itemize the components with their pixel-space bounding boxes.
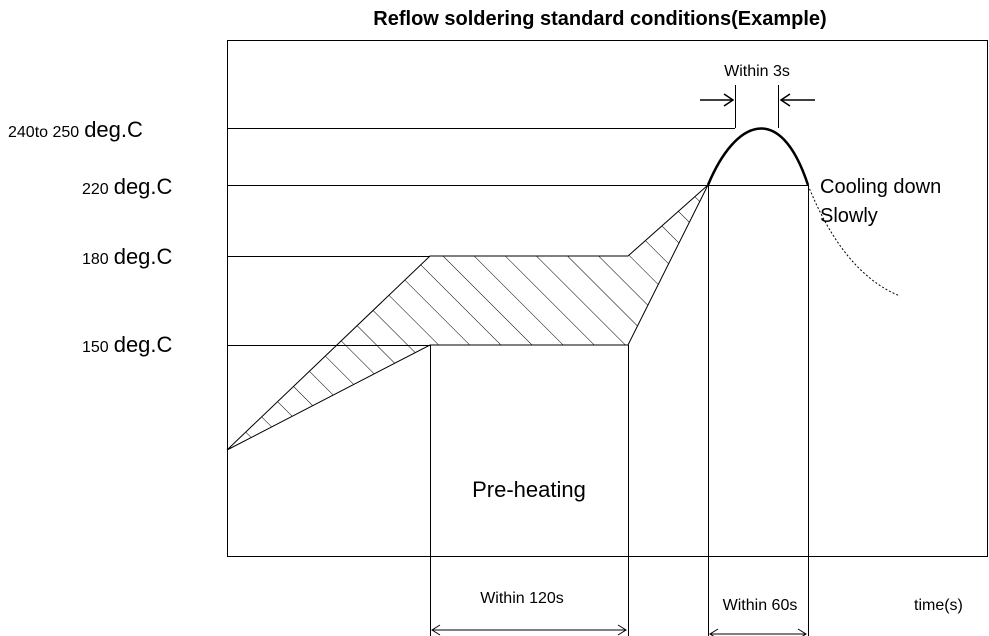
cooling-label: Cooling down	[820, 176, 941, 198]
cooling-label: Slowly	[820, 205, 878, 227]
peak-curve	[706, 127, 810, 186]
profile-upper	[226, 184, 709, 451]
frame	[227, 40, 988, 557]
reflow-time: Within 60s	[723, 597, 798, 614]
preheat-label: Pre-heating	[472, 477, 586, 502]
preheat-time: Within 120s	[480, 590, 564, 607]
cooling-curve	[807, 184, 901, 297]
temp-label: 150 deg.C	[82, 332, 173, 357]
peak-label: Within 3s	[724, 63, 790, 80]
arrows	[431, 93, 815, 636]
temp-label: 220 deg.C	[82, 174, 173, 199]
temp-label: 180 deg.C	[82, 244, 173, 269]
x-axis-label: time(s)	[914, 597, 963, 614]
temp-label: 240to 250 deg.C	[8, 117, 143, 142]
hatch	[227, 185, 708, 450]
profile-lower	[226, 184, 709, 451]
title: Reflow soldering standard conditions(Exa…	[373, 8, 826, 30]
